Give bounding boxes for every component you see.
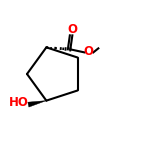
Text: O: O [84,45,94,58]
Text: O: O [68,23,78,36]
Text: HO: HO [8,96,28,109]
Polygon shape [28,101,46,107]
